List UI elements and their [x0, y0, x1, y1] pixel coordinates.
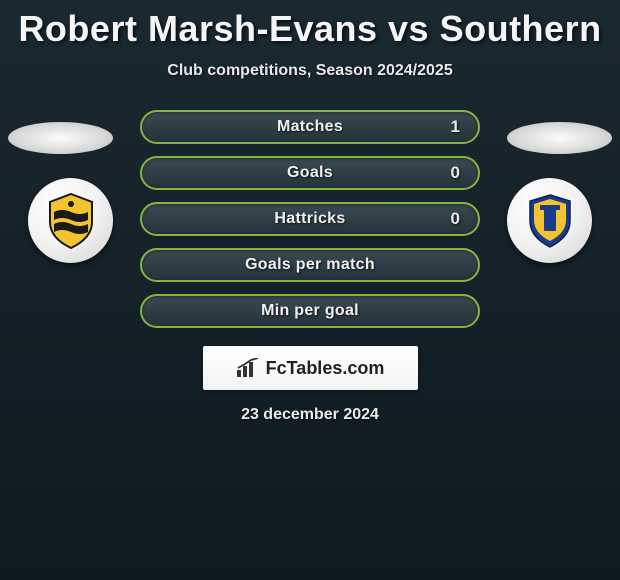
southport-crest-icon [40, 190, 102, 252]
left-oval-decor [8, 122, 113, 154]
stat-value: 0 [451, 163, 460, 183]
stat-value: 0 [451, 209, 460, 229]
date-label: 23 december 2024 [0, 406, 620, 424]
stat-value: 1 [451, 117, 460, 137]
stat-label: Goals per match [245, 256, 375, 274]
brand-box: FcTables.com [203, 346, 418, 390]
left-team-crest [28, 178, 113, 263]
stat-label: Hattricks [274, 210, 345, 228]
subtitle: Club competitions, Season 2024/2025 [0, 62, 620, 80]
stat-label: Matches [277, 118, 343, 136]
chart-icon [236, 358, 260, 378]
comparison-panel: Matches 1 Goals 0 Hattricks 0 Goals per … [0, 110, 620, 424]
stat-bar-hattricks: Hattricks 0 [140, 202, 480, 236]
page-title: Robert Marsh-Evans vs Southern [0, 0, 620, 50]
stat-bar-min-per-goal: Min per goal [140, 294, 480, 328]
right-oval-decor [507, 122, 612, 154]
stat-label: Goals [287, 164, 333, 182]
southern-crest-icon [520, 191, 580, 251]
stat-bar-matches: Matches 1 [140, 110, 480, 144]
right-team-crest [507, 178, 592, 263]
stat-label: Min per goal [261, 302, 359, 320]
stat-bars: Matches 1 Goals 0 Hattricks 0 Goals per … [140, 110, 480, 328]
stat-bar-goals-per-match: Goals per match [140, 248, 480, 282]
brand-label: FcTables.com [266, 358, 385, 379]
stat-bar-goals: Goals 0 [140, 156, 480, 190]
